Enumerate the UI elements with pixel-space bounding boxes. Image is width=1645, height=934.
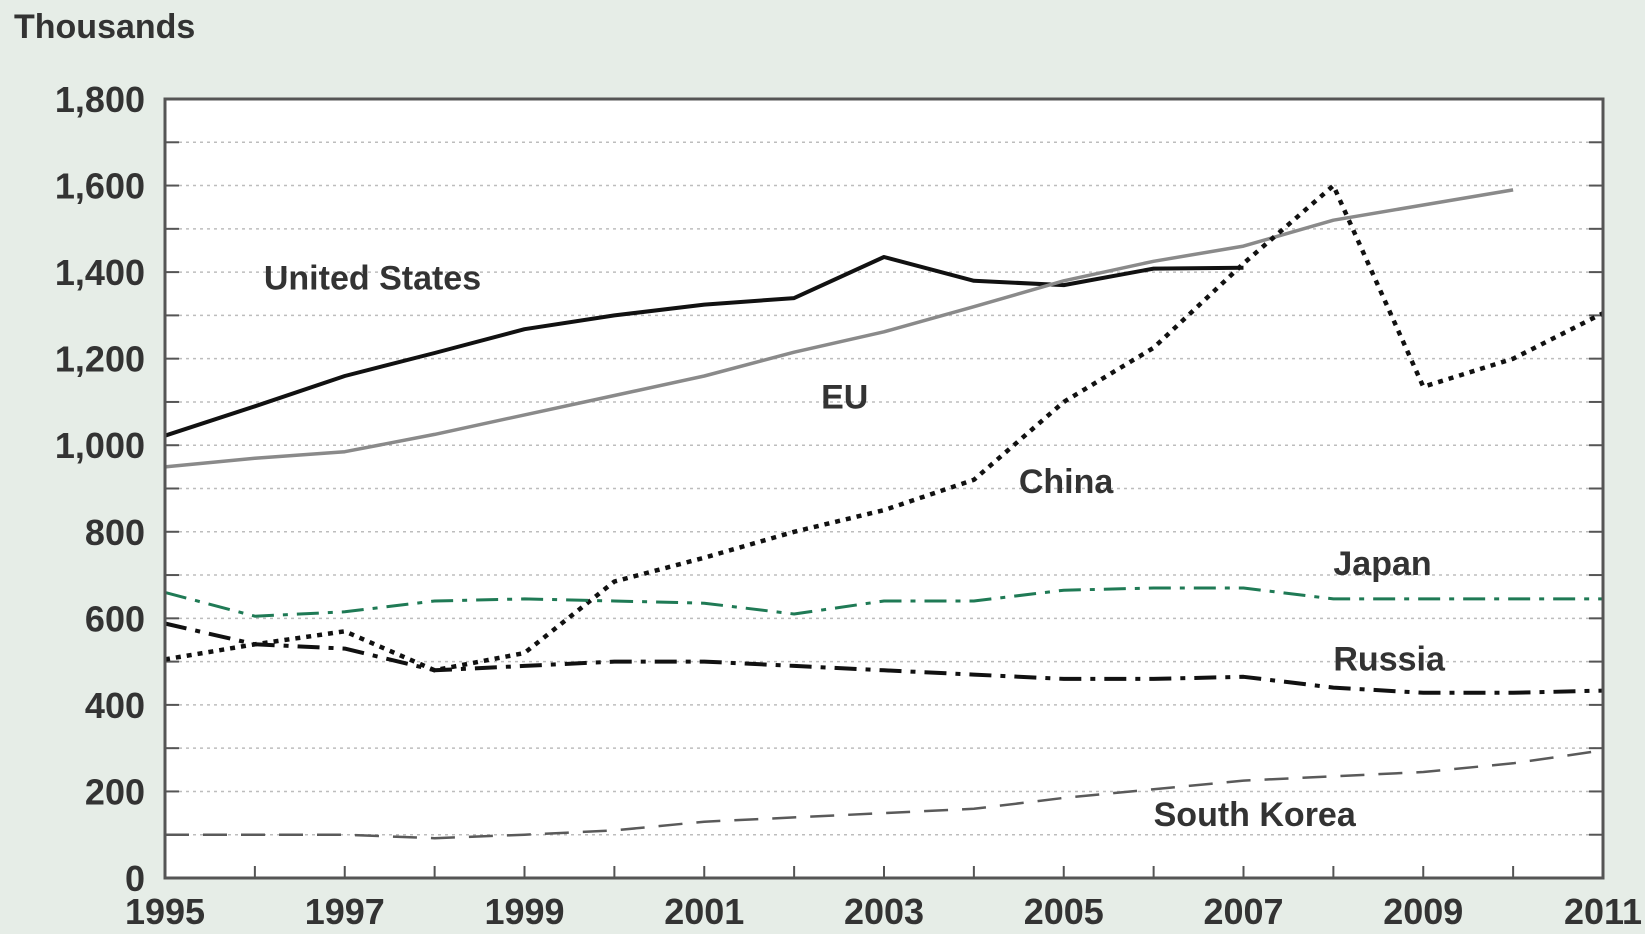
plot-frame [163, 97, 1605, 880]
series-line-japan [164, 586, 1603, 618]
y-tick-labels: 0 200 400 600 800 1,000 1,200 1,400 1,600 1,800 [55, 79, 145, 899]
series-lines [164, 183, 1605, 840]
series-label-eu: EU [821, 378, 868, 416]
x-tick-label: 1999 [484, 891, 564, 932]
series-label-united-states: United States [264, 259, 481, 297]
y-tick-label: 400 [85, 685, 145, 726]
x-tick-label: 2007 [1203, 891, 1283, 932]
x-tick-labels: 1995 1997 1999 2001 2003 2005 2007 2009 2011 [125, 891, 1642, 932]
y-tick-label: 1,800 [55, 79, 145, 120]
y-tick-label: 800 [85, 512, 145, 553]
x-tick-label: 2001 [664, 891, 744, 932]
series-line-south-korea [165, 749, 1604, 840]
x-tick-label: 1995 [125, 891, 205, 932]
series-labels: United States EU China Japan Russia South Kor… [264, 259, 1446, 834]
x-tick-label: 2009 [1383, 891, 1463, 932]
x-tick-label: 1997 [305, 891, 385, 932]
y-tick-label: 1,000 [55, 425, 145, 466]
series-label-china: China [1019, 463, 1115, 501]
series-label-russia: Russia [1333, 640, 1446, 678]
y-tick-label: 600 [85, 598, 145, 639]
series-line-eu [164, 188, 1514, 469]
y-axis-unit-label: Thousands [14, 8, 195, 46]
y-tick-label: 200 [85, 771, 145, 812]
y-tick-label: 1,400 [55, 252, 145, 293]
y-tick-label: 1,600 [55, 166, 145, 207]
series-label-japan: Japan [1333, 545, 1431, 583]
series-line-russia [164, 621, 1604, 695]
series-line-china [164, 183, 1605, 673]
gridlines [165, 141, 1603, 836]
series-label-south-korea: South Korea [1154, 796, 1357, 834]
plot-area [165, 99, 1603, 878]
x-tick-label: 2003 [844, 891, 924, 932]
x-tick-label: 2011 [1564, 891, 1642, 932]
series-line-united-states [164, 255, 1244, 438]
x-tick-label: 2005 [1024, 891, 1104, 932]
y-tick-label: 1,200 [55, 339, 145, 380]
y-tick-label: 0 [125, 858, 145, 899]
